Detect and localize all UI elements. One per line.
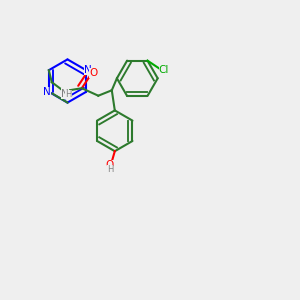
Text: N: N <box>44 87 51 98</box>
Text: O: O <box>89 68 97 78</box>
Text: H: H <box>65 90 71 99</box>
Text: O: O <box>106 160 114 170</box>
Text: Cl: Cl <box>159 65 169 75</box>
Text: N: N <box>61 88 69 99</box>
Text: H: H <box>107 165 113 174</box>
Text: N: N <box>84 64 92 75</box>
